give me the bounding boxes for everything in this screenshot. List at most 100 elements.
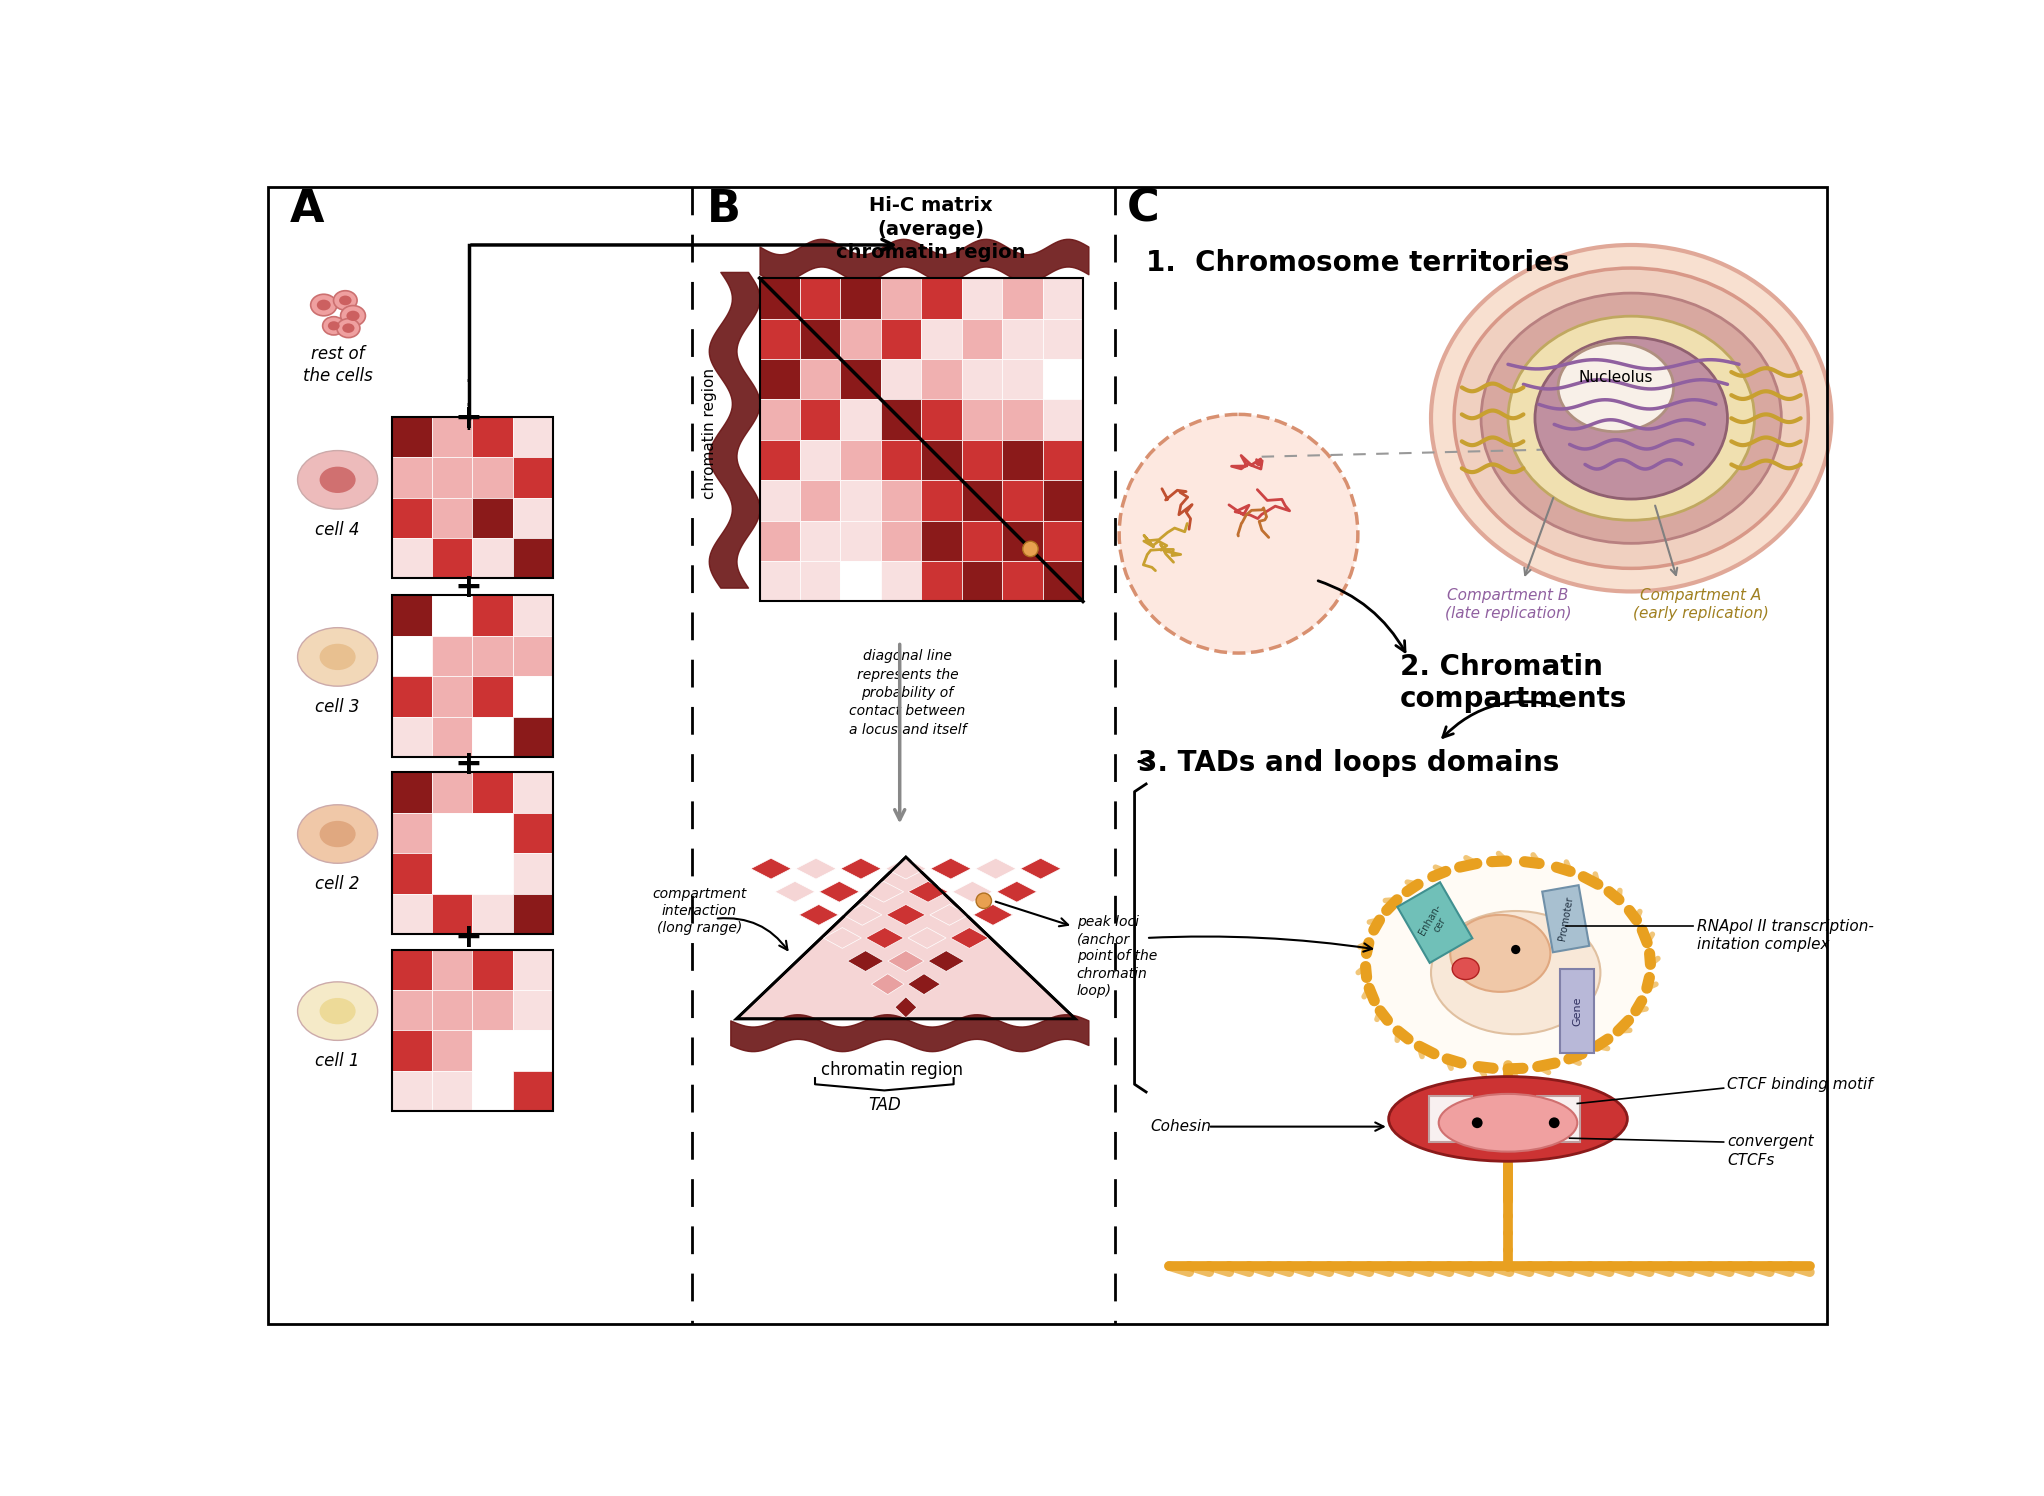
Polygon shape [1365, 862, 1650, 1068]
Bar [1002, 521, 1042, 561]
Polygon shape [820, 881, 858, 902]
Polygon shape [775, 881, 816, 902]
Text: cell 3: cell 3 [315, 697, 360, 715]
Bar [1042, 561, 1083, 601]
Polygon shape [865, 881, 903, 902]
Polygon shape [997, 881, 1036, 902]
Bar [881, 278, 922, 319]
Bar [799, 359, 840, 399]
Ellipse shape [319, 998, 356, 1025]
Bar [472, 539, 513, 579]
Bar [922, 440, 961, 480]
Bar [513, 772, 554, 812]
Bar [760, 521, 799, 561]
Text: 3. TADs and loops domains: 3. TADs and loops domains [1139, 749, 1560, 778]
Bar [760, 440, 799, 480]
Bar [392, 636, 431, 676]
Ellipse shape [298, 981, 378, 1040]
Bar [881, 319, 922, 359]
Text: Cohesin: Cohesin [1151, 1119, 1210, 1134]
Bar [760, 480, 799, 521]
Bar [431, 676, 472, 717]
Circle shape [1511, 945, 1521, 954]
Bar [431, 1031, 472, 1071]
Bar [392, 595, 431, 636]
Text: chromatin region: chromatin region [822, 1061, 963, 1079]
Bar [1002, 359, 1042, 399]
FancyBboxPatch shape [1543, 886, 1590, 953]
Polygon shape [795, 859, 836, 880]
Polygon shape [848, 950, 883, 971]
Bar [392, 676, 431, 717]
Bar [513, 636, 554, 676]
Ellipse shape [1431, 245, 1831, 591]
Bar [513, 893, 554, 934]
Bar [472, 893, 513, 934]
Text: +: + [454, 571, 482, 604]
Polygon shape [950, 928, 989, 948]
Bar [431, 893, 472, 934]
Text: chromatin region: chromatin region [701, 368, 717, 500]
Bar [840, 359, 881, 399]
Bar [431, 990, 472, 1031]
Text: compartment
interaction
(long range): compartment interaction (long range) [652, 887, 746, 935]
Bar [881, 399, 922, 440]
Text: Hi-C matrix
(average)
chromatin region: Hi-C matrix (average) chromatin region [836, 196, 1026, 262]
Ellipse shape [1535, 338, 1727, 500]
Bar [392, 417, 554, 579]
Bar [472, 498, 513, 539]
Text: 2. Chromatin
compartments: 2. Chromatin compartments [1400, 654, 1627, 714]
Text: peak loci
(anchor
point of the
chromatin
loop): peak loci (anchor point of the chromatin… [1077, 916, 1157, 998]
Text: cell 4: cell 4 [315, 521, 360, 539]
Polygon shape [750, 859, 791, 880]
Bar [513, 539, 554, 579]
Text: cell 1: cell 1 [315, 1052, 360, 1070]
Bar [392, 990, 431, 1031]
Bar [431, 772, 472, 812]
Bar [799, 480, 840, 521]
Bar [881, 561, 922, 601]
Bar [922, 521, 961, 561]
Bar [840, 440, 881, 480]
Bar [922, 359, 961, 399]
Ellipse shape [345, 311, 360, 322]
Ellipse shape [337, 319, 360, 338]
Ellipse shape [298, 805, 378, 863]
Bar [961, 480, 1002, 521]
Ellipse shape [327, 322, 339, 331]
Ellipse shape [1508, 316, 1754, 521]
Bar [472, 990, 513, 1031]
Bar [760, 319, 799, 359]
Bar [961, 521, 1002, 561]
Polygon shape [885, 859, 926, 880]
Polygon shape [908, 881, 948, 902]
Text: 1.  Chromosome territories: 1. Chromosome territories [1147, 248, 1570, 277]
Bar [431, 1071, 472, 1112]
Bar [392, 595, 554, 757]
Polygon shape [908, 974, 940, 995]
Ellipse shape [323, 317, 345, 335]
Bar [513, 458, 554, 498]
Bar [513, 717, 554, 757]
Bar [513, 1031, 554, 1071]
Bar [431, 417, 472, 458]
Polygon shape [842, 905, 881, 925]
Circle shape [1549, 1118, 1560, 1128]
Ellipse shape [298, 450, 378, 509]
Circle shape [1472, 1118, 1482, 1128]
Bar [513, 1071, 554, 1112]
Bar [392, 539, 431, 579]
Bar [472, 853, 513, 893]
Bar [840, 319, 881, 359]
Polygon shape [928, 950, 965, 971]
Polygon shape [975, 859, 1016, 880]
Bar [1002, 319, 1042, 359]
Ellipse shape [1558, 343, 1674, 432]
Ellipse shape [1431, 911, 1600, 1034]
Bar [760, 399, 799, 440]
Bar [392, 717, 431, 757]
Bar [961, 561, 1002, 601]
Bar [392, 950, 554, 1112]
Text: Gene: Gene [1572, 996, 1582, 1026]
Bar [392, 498, 431, 539]
